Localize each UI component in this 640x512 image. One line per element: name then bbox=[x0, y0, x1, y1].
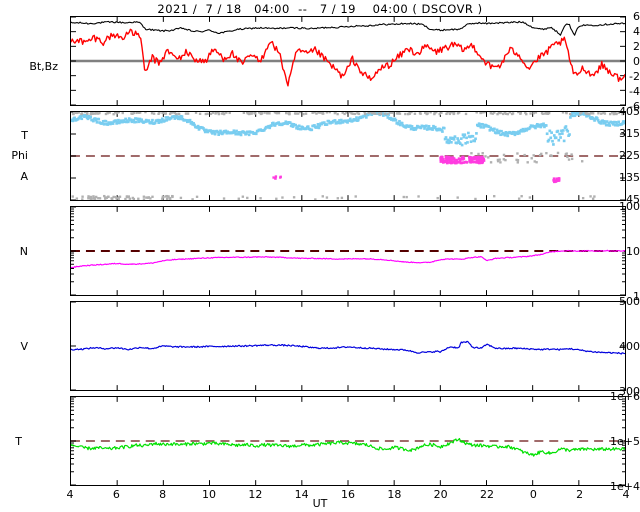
panel2-ytick-2: 225 bbox=[619, 149, 640, 162]
panel5-ytick-2: 1e+4 bbox=[610, 480, 640, 493]
x-tick-14: 14 bbox=[294, 488, 309, 501]
panel2-ytick-4: 45 bbox=[626, 193, 640, 206]
panel2-ytick-1: 315 bbox=[619, 127, 640, 140]
panel-magnetic-field bbox=[70, 16, 626, 106]
x-tick-16: 16 bbox=[341, 488, 355, 501]
panel-flow-angles bbox=[70, 111, 626, 201]
panel5-ytick-0: 1e+6 bbox=[610, 390, 640, 403]
panel5-ytick-1: 1e+5 bbox=[610, 435, 640, 448]
panel5-ylabel: T bbox=[15, 435, 22, 448]
x-tick-0: 0 bbox=[529, 488, 537, 501]
flow-angles-plot bbox=[71, 112, 625, 200]
panel4-ylabel: V bbox=[20, 340, 28, 353]
panel-solar-wind-speed bbox=[70, 301, 626, 391]
x-tick-18: 18 bbox=[387, 488, 402, 501]
panel3-ytick-1: 10 bbox=[626, 245, 640, 258]
panel3-ytick-2: 1 bbox=[633, 290, 640, 303]
panel2-ytick-3: 135 bbox=[619, 171, 640, 184]
panel2-ylabel-theta: T bbox=[21, 129, 28, 142]
panel2-ylabel-alpha: A bbox=[20, 170, 28, 183]
x-tick-10: 10 bbox=[202, 488, 216, 501]
x-tick-4: 4 bbox=[66, 488, 74, 501]
x-axis-label: UT bbox=[312, 497, 328, 510]
panel3-ylabel: N bbox=[19, 245, 28, 258]
x-tick-8: 8 bbox=[159, 488, 167, 501]
x-tick-12: 12 bbox=[248, 488, 263, 501]
panel1-ytick-4: -2 bbox=[629, 70, 640, 83]
panel3-ytick-0: 100 bbox=[619, 200, 640, 213]
proton-density-plot bbox=[71, 207, 625, 295]
x-tick-6: 6 bbox=[112, 488, 120, 501]
panel1-ytick-6: -6 bbox=[629, 100, 640, 113]
panel2-ytick-0: 405 bbox=[619, 105, 640, 118]
panel1-ytick-1: 4 bbox=[633, 25, 640, 38]
panel1-ytick-3: 0 bbox=[633, 55, 640, 68]
panel2-ylabel-phi: Phi bbox=[11, 149, 28, 162]
panel4-ytick-1: 400 bbox=[619, 340, 640, 353]
x-tick-22: 22 bbox=[480, 488, 494, 501]
panel-proton-temperature bbox=[70, 396, 626, 486]
page-title: 2021 / 7 / 18 04:00 -- 7 / 19 04:00 ( DS… bbox=[157, 2, 483, 16]
panel1-ytick-5: -4 bbox=[629, 85, 640, 98]
x-tick-4: 4 bbox=[622, 488, 630, 501]
panel1-ylabel: Bt,Bz bbox=[29, 60, 58, 73]
panel-proton-density bbox=[70, 206, 626, 296]
panel1-ytick-0: 6 bbox=[633, 10, 640, 23]
magnetic-field-plot bbox=[71, 17, 625, 105]
proton-temperature-plot bbox=[71, 397, 625, 485]
panel4-ytick-0: 500 bbox=[619, 295, 640, 308]
x-tick-20: 20 bbox=[433, 488, 448, 501]
solar-wind-speed-plot bbox=[71, 302, 625, 390]
x-tick-2: 2 bbox=[576, 488, 584, 501]
panel1-ytick-2: 2 bbox=[633, 40, 640, 53]
panel4-ytick-2: 300 bbox=[619, 385, 640, 398]
